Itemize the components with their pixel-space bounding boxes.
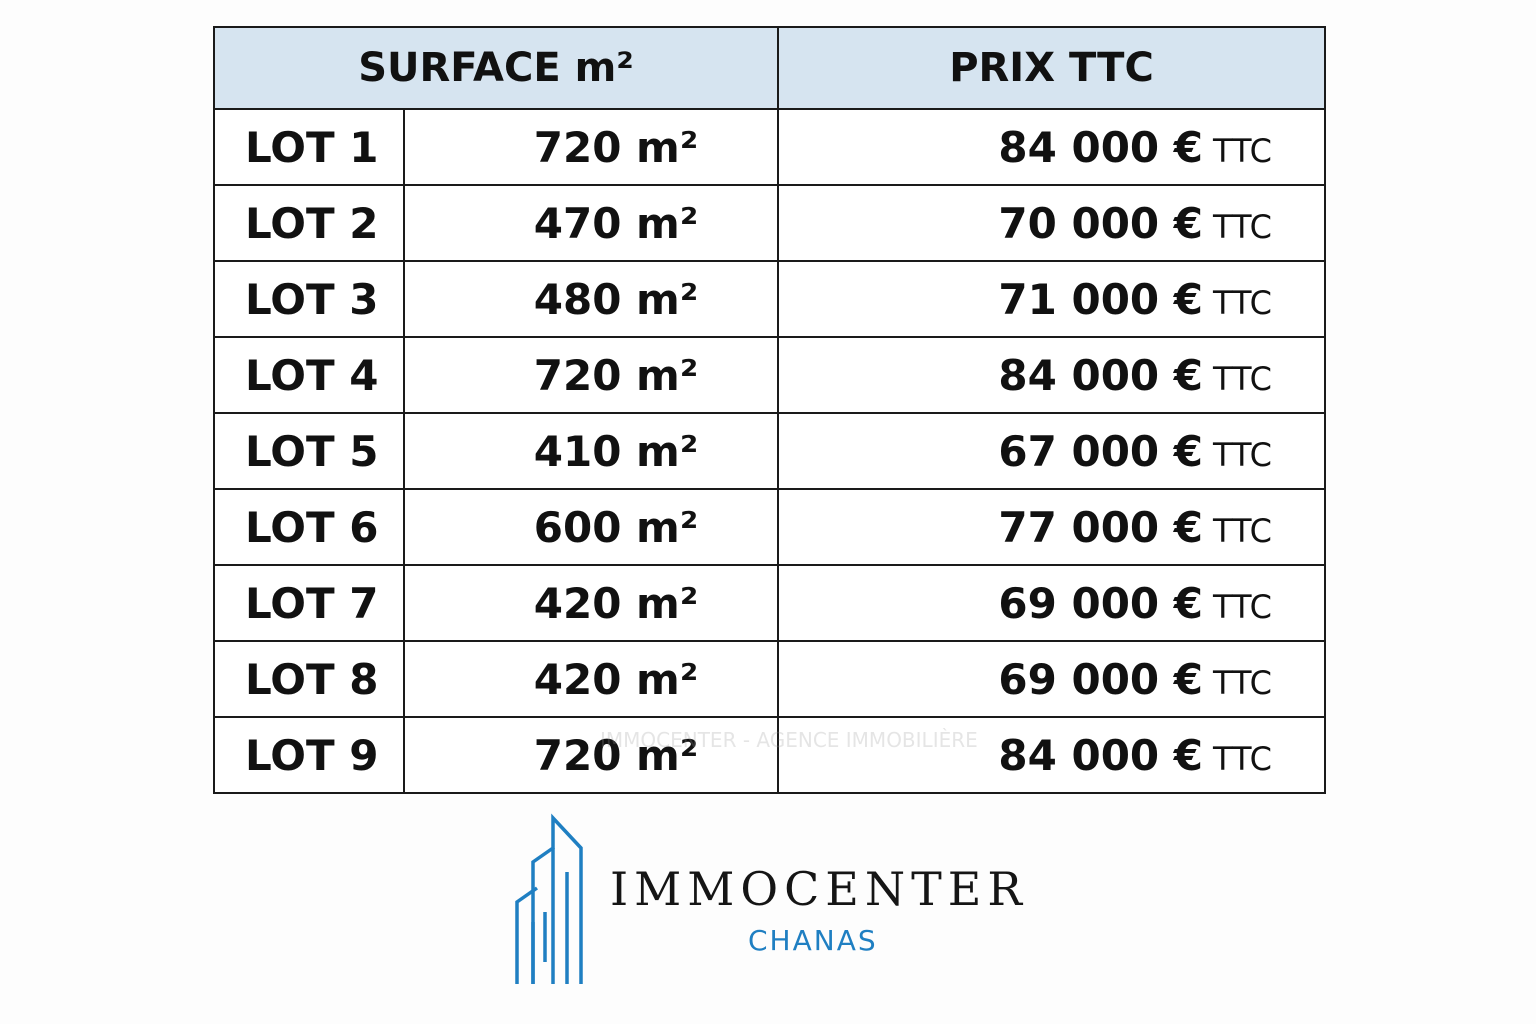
price: 69 000 €	[998, 654, 1203, 704]
price: 84 000 €	[998, 350, 1203, 400]
price: 84 000 €	[998, 122, 1203, 172]
table-row: LOT 2 470 m² 70 000 € TTC	[213, 184, 1326, 262]
table-row: LOT 7 420 m² 69 000 € TTC	[213, 564, 1326, 642]
lot-cell: LOT 9	[213, 716, 405, 794]
watermark: IMMOCENTER - AGENCE IMMOBILIÈRE	[600, 728, 978, 752]
lot-cell: LOT 3	[213, 260, 405, 338]
price-suffix: TTC	[1213, 131, 1272, 170]
price: 77 000 €	[998, 502, 1203, 552]
lot-cell: LOT 5	[213, 412, 405, 490]
surface-cell: 470 m²	[403, 184, 779, 262]
price-cell: 67 000 € TTC	[777, 412, 1326, 490]
price-suffix: TTC	[1213, 511, 1272, 550]
price-suffix: TTC	[1213, 207, 1272, 246]
table-row: LOT 9 720 m² 84 000 € TTC	[213, 716, 1326, 794]
price-suffix: TTC	[1213, 283, 1272, 322]
table-body: LOT 1 720 m² 84 000 € TTC LOT 2 470 m² 70 000 …	[213, 108, 1326, 794]
price-suffix: TTC	[1213, 359, 1272, 398]
lot-cell: LOT 4	[213, 336, 405, 414]
price-cell: 84 000 € TTC	[777, 108, 1326, 186]
surface-cell: 420 m²	[403, 640, 779, 718]
surface-cell: 720 m²	[403, 108, 779, 186]
price-cell: 69 000 € TTC	[777, 640, 1326, 718]
price-suffix: TTC	[1213, 739, 1272, 778]
lot-cell: LOT 1	[213, 108, 405, 186]
surface-cell: 600 m²	[403, 488, 779, 566]
price: 84 000 €	[998, 730, 1203, 780]
surface-cell: 420 m²	[403, 564, 779, 642]
lot-cell: LOT 8	[213, 640, 405, 718]
table-row: LOT 6 600 m² 77 000 € TTC	[213, 488, 1326, 566]
price-cell: 77 000 € TTC	[777, 488, 1326, 566]
price-cell: 84 000 € TTC	[777, 716, 1326, 794]
logo-name: IMMOCENTER	[610, 862, 1029, 916]
surface-cell: 480 m²	[403, 260, 779, 338]
price-cell: 71 000 € TTC	[777, 260, 1326, 338]
surface-cell: 720 m²	[403, 716, 779, 794]
price: 69 000 €	[998, 578, 1203, 628]
lot-cell: LOT 6	[213, 488, 405, 566]
price-suffix: TTC	[1213, 435, 1272, 474]
price-suffix: TTC	[1213, 587, 1272, 626]
surface-cell: 410 m²	[403, 412, 779, 490]
price-cell: 69 000 € TTC	[777, 564, 1326, 642]
price: 67 000 €	[998, 426, 1203, 476]
price-cell: 84 000 € TTC	[777, 336, 1326, 414]
header-row: SURFACE m² PRIX TTC	[213, 26, 1326, 110]
header-cell: PRIX TTC	[777, 26, 1326, 110]
surface-cell: 720 m²	[403, 336, 779, 414]
price: 71 000 €	[998, 274, 1203, 324]
lot-cell: LOT 7	[213, 564, 405, 642]
table-row: LOT 1 720 m² 84 000 € TTC	[213, 108, 1326, 186]
price: 70 000 €	[998, 198, 1203, 248]
table-row: LOT 3 480 m² 71 000 € TTC	[213, 260, 1326, 338]
table-row: LOT 5 410 m² 67 000 € TTC	[213, 412, 1326, 490]
table-row: LOT 4 720 m² 84 000 € TTC	[213, 336, 1326, 414]
header-cell: SURFACE m²	[213, 26, 779, 110]
logo-icon	[515, 813, 583, 984]
logo-city: CHANAS	[748, 924, 878, 957]
price-cell: 70 000 € TTC	[777, 184, 1326, 262]
price-table: SURFACE m² PRIX TTC LOT 1 720 m² 84 000 € T…	[213, 26, 1326, 794]
lot-cell: LOT 2	[213, 184, 405, 262]
table-row: LOT 8 420 m² 69 000 € TTC	[213, 640, 1326, 718]
price-suffix: TTC	[1213, 663, 1272, 702]
